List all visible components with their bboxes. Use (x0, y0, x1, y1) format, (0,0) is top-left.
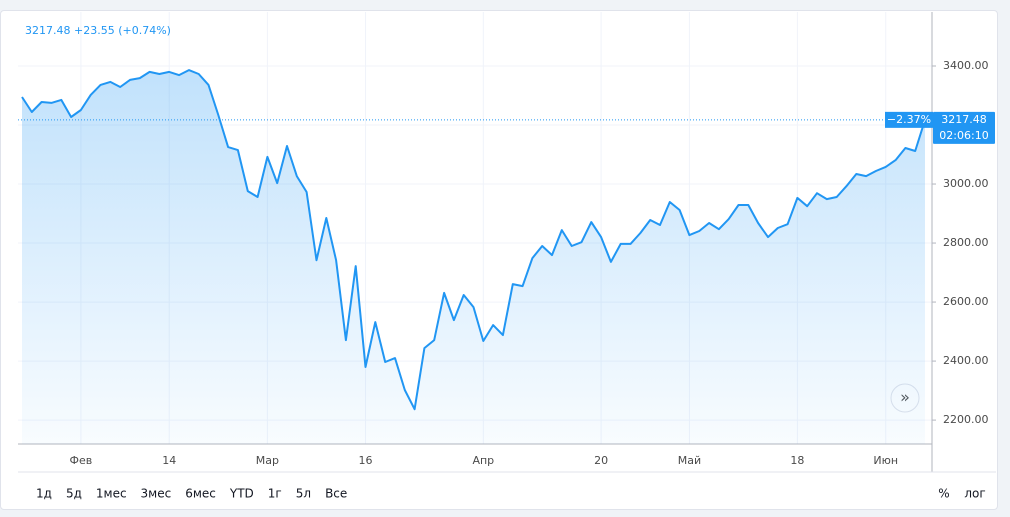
y-tick-label: 2600.00 (943, 295, 989, 308)
header-quote: 3217.48 +23.55 (+0.74%) (25, 24, 171, 37)
countdown-label: 02:06:10 (939, 129, 988, 142)
y-tick-label: 2800.00 (943, 236, 989, 249)
x-tick-label: Мар (256, 454, 279, 467)
x-tick-label: 14 (162, 454, 176, 467)
percent-button[interactable]: % (938, 487, 949, 501)
x-tick-label: Июн (873, 454, 898, 467)
range-button[interactable]: 6мес (185, 487, 216, 501)
x-tick-label: 20 (594, 454, 608, 467)
price-line (21, 69, 926, 411)
range-button[interactable]: 5л (296, 487, 311, 501)
y-tick-label: 3400.00 (943, 59, 989, 72)
y-tick-label: 2200.00 (943, 413, 989, 426)
x-tick-label: Фев (70, 454, 93, 467)
range-button[interactable]: 1мес (96, 487, 127, 501)
range-button[interactable]: Все (325, 487, 347, 501)
y-tick-label: 2400.00 (943, 354, 989, 367)
x-tick-label: Апр (472, 454, 494, 467)
x-tick-label: 16 (359, 454, 373, 467)
last-price-label: 3217.48 (941, 113, 987, 126)
x-tick-label: 18 (790, 454, 804, 467)
price-badge (933, 111, 995, 144)
range-button[interactable]: 1д (36, 487, 52, 501)
change-badge (885, 111, 933, 128)
y-tick-label: 3000.00 (943, 177, 989, 190)
change-label: −2.37% (887, 113, 931, 126)
log-button[interactable]: лог (964, 487, 985, 501)
area-fill (22, 70, 925, 444)
range-button[interactable]: 3мес (141, 487, 172, 501)
range-button[interactable]: YTD (229, 487, 254, 501)
range-button[interactable]: 1г (268, 487, 282, 501)
range-button[interactable]: 5д (66, 487, 82, 501)
x-tick-label: Май (678, 454, 701, 467)
